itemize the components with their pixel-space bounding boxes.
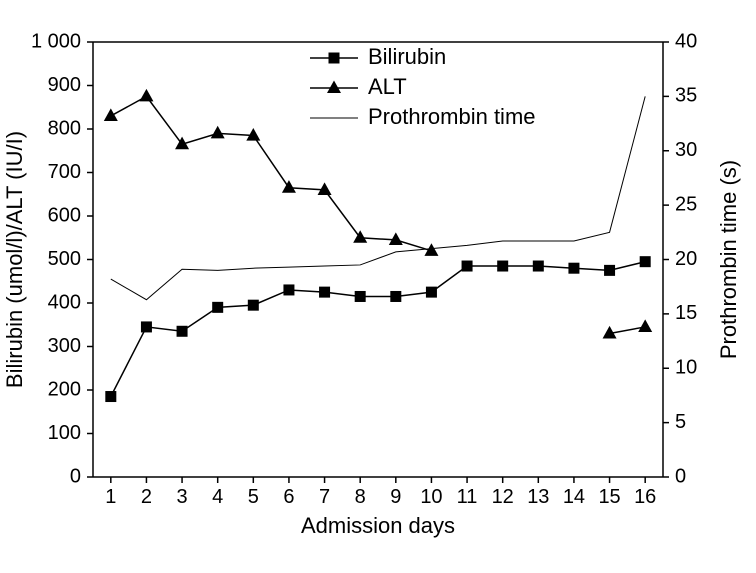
x-tick-label: 15 (598, 486, 620, 508)
chart-svg: 01002003004005006007008009001 0000510152… (0, 0, 756, 573)
y-right-tick-label: 5 (675, 411, 686, 433)
x-tick-label: 1 (105, 486, 116, 508)
y-left-tick-label: 900 (48, 74, 81, 96)
y-left-axis-title: Bilirubin (umol/l)/ALT (IU/I) (2, 131, 27, 388)
y-right-tick-label: 35 (675, 85, 697, 107)
y-left-tick-label: 1 000 (31, 30, 81, 52)
series-marker-bilirubin (533, 261, 544, 272)
series-marker-bilirubin (426, 287, 437, 298)
x-tick-label: 10 (420, 486, 442, 508)
y-right-tick-label: 15 (675, 302, 697, 324)
series-marker-bilirubin (497, 261, 508, 272)
series-marker-bilirubin (568, 263, 579, 274)
legend-label: ALT (368, 74, 407, 99)
x-tick-label: 6 (283, 486, 294, 508)
x-tick-label: 3 (177, 486, 188, 508)
x-tick-label: 4 (212, 486, 223, 508)
legend-sample-marker (329, 53, 340, 64)
y-right-tick-label: 10 (675, 357, 697, 379)
y-left-tick-label: 800 (48, 117, 81, 139)
y-right-tick-label: 20 (675, 248, 697, 270)
y-left-tick-label: 200 (48, 378, 81, 400)
x-tick-label: 14 (563, 486, 585, 508)
series-marker-bilirubin (640, 256, 651, 267)
x-tick-label: 5 (248, 486, 259, 508)
chart-container: 01002003004005006007008009001 0000510152… (0, 0, 756, 573)
legend-label: Bilirubin (368, 44, 446, 69)
x-tick-label: 11 (457, 486, 478, 508)
y-left-tick-label: 0 (70, 465, 81, 487)
y-right-tick-label: 0 (675, 465, 686, 487)
x-tick-label: 16 (634, 486, 656, 508)
series-marker-bilirubin (462, 261, 473, 272)
series-marker-bilirubin (177, 326, 188, 337)
x-tick-label: 8 (355, 486, 366, 508)
y-left-tick-label: 700 (48, 161, 81, 183)
series-marker-bilirubin (390, 291, 401, 302)
x-tick-label: 13 (527, 486, 549, 508)
y-right-tick-label: 25 (675, 193, 697, 215)
legend-label: Prothrombin time (368, 104, 536, 129)
x-tick-label: 7 (319, 486, 330, 508)
y-right-tick-label: 40 (675, 30, 697, 52)
series-marker-bilirubin (283, 284, 294, 295)
x-tick-label: 12 (492, 486, 514, 508)
y-left-tick-label: 500 (48, 248, 81, 270)
y-left-tick-label: 400 (48, 291, 81, 313)
series-marker-bilirubin (141, 321, 152, 332)
y-right-axis-title: Prothrombin time (s) (716, 160, 741, 359)
x-axis-title: Admission days (301, 513, 455, 538)
series-marker-bilirubin (319, 287, 330, 298)
series-marker-bilirubin (604, 265, 615, 276)
x-tick-label: 2 (141, 486, 152, 508)
x-tick-label: 9 (390, 486, 401, 508)
y-left-tick-label: 100 (48, 422, 81, 444)
series-marker-bilirubin (212, 302, 223, 313)
series-marker-bilirubin (105, 391, 116, 402)
series-marker-bilirubin (248, 300, 259, 311)
y-right-tick-label: 30 (675, 139, 697, 161)
y-left-tick-label: 300 (48, 335, 81, 357)
series-marker-bilirubin (355, 291, 366, 302)
y-left-tick-label: 600 (48, 204, 81, 226)
